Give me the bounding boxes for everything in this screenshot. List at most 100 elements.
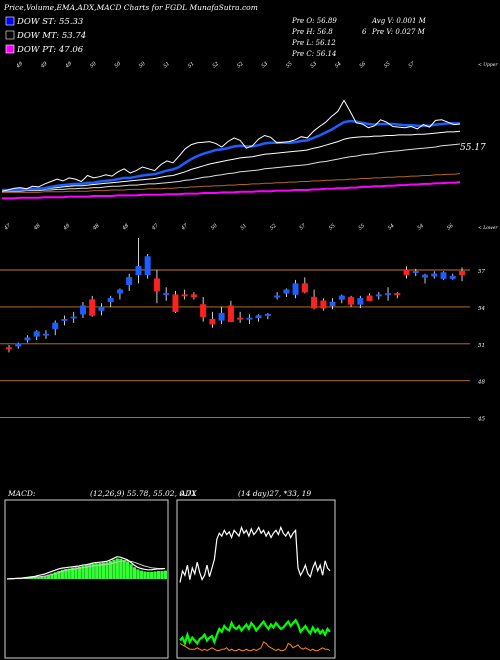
candle [135,238,142,284]
ema-top-label: 49 [39,60,49,70]
candle [357,295,364,309]
price-axis-label: 54 [478,306,485,312]
ema-bottom-label: 54 [416,223,425,232]
macd-hist-bar [153,571,157,579]
candle-body [301,283,308,293]
chart-title: Price,Volume,EMA,ADX,MACD Charts for FGD… [3,3,258,12]
adx-line [179,641,331,652]
macd-panel: MACD: (12,26,9) 55.78, 55.02, 0.71 [4,489,196,659]
candle [209,311,216,328]
candle-body [459,271,466,276]
candle-body [116,289,123,294]
macd-hist-bar [163,570,167,579]
candle [403,266,410,279]
macd-hist-bar [81,565,85,579]
candle-body [209,319,216,325]
ema-top-label: 53 [260,61,269,70]
candle [385,287,392,301]
ema-top-label: 50 [113,60,122,69]
legend-label-mt: DOW MT: 53.74 [16,31,86,41]
candle [116,288,123,300]
candle [449,273,456,280]
candle-body [135,266,142,276]
candle-body [172,294,179,313]
ema-upper-tag: < Upper [478,62,498,68]
macd-hist-bar [156,571,161,579]
candle [422,273,429,284]
candle-body [431,273,438,277]
candle [301,277,308,294]
candle-body [61,319,68,321]
candle-body [24,337,31,341]
pre-volume: Pre V: 0.027 M [371,28,426,36]
macd-hist-bar [105,562,109,579]
ema-top-labels: 49 49 49 50 50 50 51 51 52 52 53 55 53 54 56 55 57 [15,60,417,70]
candle [33,330,40,341]
candle [329,298,336,310]
candle-body [98,306,105,311]
candle-body [412,271,419,273]
candle-body [449,275,456,279]
candle-body [126,277,133,285]
candle [52,320,59,336]
pre-open: Pre O: 56.89 [291,17,337,25]
macd-hist-bar [64,568,68,579]
macd-hist-bar [108,560,113,579]
price-grid: 57 54 51 48 45 [0,269,485,423]
candle [98,303,105,316]
ema-top-label: 51 [162,61,171,70]
pre-close: Pre C: 56.14 [291,50,336,58]
ema-top-label: 57 [407,60,416,69]
ema-bottom-label: 57 [298,222,307,231]
macd-hist-bar [40,576,44,579]
candle-body [385,293,392,296]
candle [255,314,262,322]
candle-body [292,283,299,295]
candle [5,345,12,353]
candle [459,267,466,282]
candle [42,330,49,339]
candle [412,268,419,277]
macd-hist-bar [47,574,51,579]
legend-label-pt: DOW PT: 47.06 [16,45,84,55]
legend: DOW ST: 55.33 DOW MT: 53.74 DOW PT: 47.0… [5,16,86,55]
candle-body [200,304,207,317]
macd-line [6,556,166,580]
ema-top-label: 53 [309,61,318,70]
ema-bottom-label: 47 [150,222,160,232]
ema-bottom-label: 51 [239,223,248,232]
macd-label: MACD: [7,489,36,498]
candle [218,306,225,325]
macd-hist-bar [139,570,143,579]
price-axis-label: 57 [478,269,485,275]
macd-hist-bar [77,566,82,579]
candle-body [320,300,327,309]
candle-body [190,294,197,298]
candle-body [255,315,262,319]
candle-body [144,256,151,276]
macd-hist-bar [95,563,99,579]
ema-bottom-label: 56 [446,222,455,231]
ema-top-label: 49 [64,60,74,70]
ema-bottom-label: 52 [269,223,278,232]
pre-high: Pre H: 56.8 [291,28,333,36]
price-axis-label: 51 [478,343,485,349]
candle [70,311,77,323]
macd-hist-bar [33,577,37,579]
candle-body [70,316,77,319]
candle [440,271,447,280]
candle [181,289,188,300]
macd-hist-bar [146,571,150,579]
ema-top-label: 56 [358,60,367,69]
ema-bottom-label: 50 [210,222,219,231]
ema-lower-tag: < Lower [478,225,498,231]
macd-hist-bar [115,558,119,579]
candle [348,295,355,307]
avg-volume: Avg V: 0.001 M [371,17,427,25]
legend-label-st: DOW ST: 55.33 [16,17,83,27]
candle [227,300,234,322]
candle-body [366,295,373,301]
candle-body [283,289,290,294]
macd-hist-bar [84,565,88,579]
